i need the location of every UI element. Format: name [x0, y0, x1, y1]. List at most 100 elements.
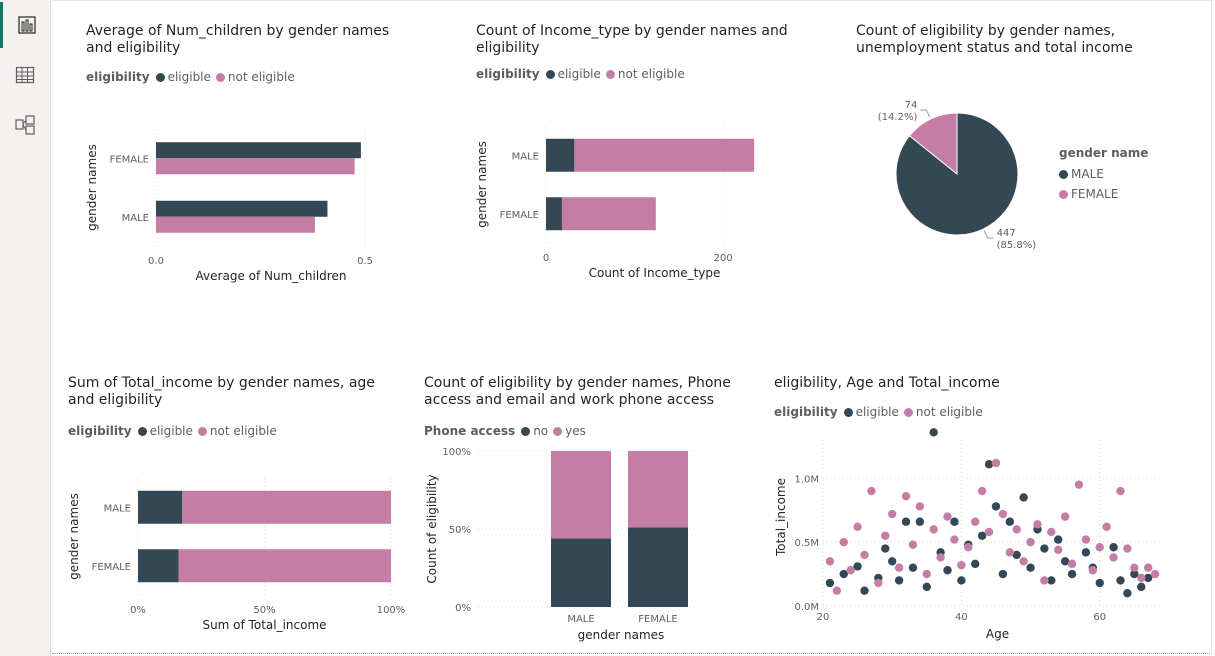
scatter-point-not-eligible	[1088, 566, 1098, 575]
scatter-point-not-eligible	[950, 535, 959, 544]
scatter-point-not-eligible	[839, 537, 848, 547]
scatter-point-not-eligible	[922, 569, 931, 579]
legend-not-eligible-label[interactable]: not eligible	[617, 67, 685, 81]
age-income-scatter-plot: 0.0M 0.5M 1.0M 20 40 60 Age Total_income	[774, 428, 1162, 641]
scatter-point-eligible	[1081, 548, 1091, 557]
scatter-point-eligible	[839, 569, 848, 579]
legend-not-eligible-dot	[903, 407, 913, 417]
legend-yes-label[interactable]: yes	[565, 424, 586, 438]
chart-legend: eligibility eligible not eligible	[476, 67, 690, 81]
scatter-point-not-eligible	[832, 586, 842, 595]
count-income-type-visual[interactable]: Count of Income_type by gender names and…	[460, 18, 800, 298]
bar-eligible	[138, 549, 179, 583]
x-tick-label: 0.0	[148, 256, 164, 267]
legend-eligible-label[interactable]: eligible	[855, 405, 899, 419]
legend-title: Phone access	[424, 424, 516, 438]
scatter-point-eligible	[984, 460, 994, 469]
scatter-point-not-eligible	[991, 458, 1001, 468]
legend-not-eligible-label[interactable]: not eligible	[209, 424, 277, 438]
table-view-icon	[15, 66, 35, 84]
scatter-point-eligible	[1012, 550, 1021, 560]
bar-yes	[551, 451, 611, 539]
y-tick-label: 1.0M	[794, 474, 819, 485]
chart-legend: eligibility eligible not eligible	[86, 70, 300, 84]
scatter-point-not-eligible	[936, 553, 945, 562]
scatter-point-not-eligible	[964, 543, 973, 552]
bar-eligible	[156, 200, 328, 217]
x-axis-title: Average of Num_children	[196, 269, 347, 283]
legend-eligible-label[interactable]: eligible	[149, 424, 193, 438]
scatter-point-eligible	[929, 428, 938, 437]
y-axis-title: gender names	[67, 493, 81, 580]
legend-male-dot	[1059, 169, 1068, 179]
phone-access-plot: 0% 50% 100% Count of eligibility gender name…	[425, 447, 698, 642]
scatter-point-not-eligible	[957, 560, 966, 570]
scatter-point-not-eligible	[1012, 525, 1021, 534]
pie-data-label: 74	[905, 100, 918, 111]
scatter-point-not-eligible	[1005, 548, 1014, 557]
legend-eligible-dot	[545, 69, 555, 79]
bar-eligible	[138, 490, 183, 524]
scatter-point-not-eligible	[1081, 535, 1091, 544]
scatter-point-not-eligible	[1095, 543, 1104, 552]
bar-eligible	[546, 197, 562, 231]
bar-not-eligible	[182, 490, 391, 524]
scatter-point-eligible	[1143, 573, 1153, 583]
scatter-point-not-eligible	[1123, 544, 1132, 553]
scatter-point-not-eligible	[860, 550, 869, 560]
x-tick-label: 40	[955, 612, 968, 623]
x-tick-label: 0	[543, 253, 549, 264]
legend-not-eligible-label[interactable]: not eligible	[227, 70, 295, 84]
legend-not-eligible-label[interactable]: not eligible	[915, 405, 983, 419]
model-view-button[interactable]	[0, 102, 50, 148]
y-axis-title: gender names	[475, 141, 489, 228]
scatter-point-eligible	[881, 544, 890, 553]
legend-title: gender name	[1059, 146, 1149, 160]
scatter-point-not-eligible	[1019, 557, 1028, 566]
count-income-type-plot: 0 200 Count of Income_type gender names MALE…	[475, 126, 755, 280]
table-view-button[interactable]	[0, 52, 50, 98]
chart-legend: eligibility eligible not eligible	[68, 424, 282, 438]
scatter-point-not-eligible	[846, 566, 855, 575]
legend-item-male[interactable]: MALE	[1059, 167, 1148, 181]
scatter-point-eligible	[1060, 557, 1070, 566]
scatter-point-not-eligible	[908, 540, 918, 549]
phone-access-visual[interactable]: Count of eligibility by gender names, Ph…	[408, 370, 748, 650]
legend-item-female[interactable]: FEMALE	[1059, 187, 1148, 201]
scatter-point-not-eligible	[943, 512, 952, 521]
scatter-point-not-eligible	[929, 525, 938, 534]
scatter-point-eligible	[908, 563, 918, 572]
chart-title: Count of eligibility by gender names, Ph…	[424, 375, 731, 408]
report-view-button[interactable]	[0, 2, 50, 48]
age-income-scatter-visual[interactable]: eligibility, Age and Total_income eligib…	[758, 370, 1188, 650]
report-view-icon	[17, 16, 36, 34]
legend-eligible-label[interactable]: eligible	[167, 70, 211, 84]
scatter-point-not-eligible	[1130, 563, 1139, 572]
bar-yes	[628, 451, 688, 528]
scatter-point-not-eligible	[1060, 512, 1070, 521]
sum-total-income-visual[interactable]: Sum of Total_income by gender names, age…	[52, 370, 412, 650]
legend-not-eligible-dot	[605, 69, 615, 79]
bar-not-eligible	[156, 158, 355, 175]
scatter-point-not-eligible	[867, 486, 876, 496]
scatter-point-eligible	[950, 517, 959, 526]
legend-eligible-dot	[843, 407, 853, 417]
eligibility-pie-visual[interactable]: Count of eligibility by gender names, un…	[840, 18, 1180, 298]
scatter-point-not-eligible	[1143, 563, 1153, 572]
scatter-point-not-eligible	[998, 509, 1008, 519]
scatter-point-not-eligible	[1137, 573, 1146, 583]
pie-data-label-pct: (85.8%)	[997, 240, 1037, 251]
scatter-point-not-eligible	[1109, 553, 1118, 562]
scatter-point-not-eligible	[1026, 537, 1035, 547]
scatter-point-not-eligible	[1047, 527, 1056, 537]
legend-no-label[interactable]: no	[533, 424, 549, 438]
avg-children-visual[interactable]: Average of Num_children by gender names …	[70, 18, 400, 298]
scatter-point-eligible	[1116, 576, 1125, 585]
x-tick-label: 60	[1093, 612, 1106, 623]
legend-eligible-label[interactable]: eligible	[557, 67, 601, 81]
x-axis-title: Count of Income_type	[589, 266, 721, 280]
y-tick-label: FEMALE	[500, 210, 539, 221]
scatter-point-eligible	[998, 569, 1008, 579]
y-axis-title: Count of eligibility	[425, 474, 439, 583]
scatter-point-eligible	[860, 586, 869, 595]
